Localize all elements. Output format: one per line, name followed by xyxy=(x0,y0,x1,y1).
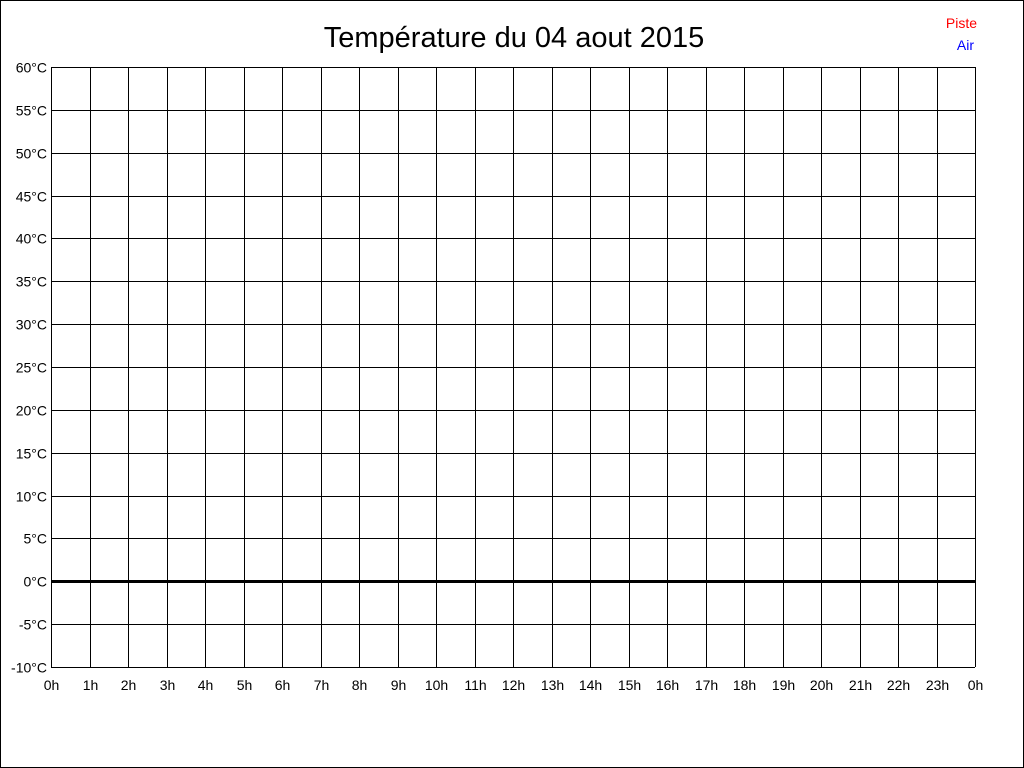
y-tick-label: 10°C xyxy=(16,489,47,505)
y-tick-label: -5°C xyxy=(19,617,47,633)
y-tick-label: 0°C xyxy=(24,574,48,590)
x-tick-label: 0h xyxy=(968,677,984,693)
x-tick-label: 1h xyxy=(83,677,99,693)
y-tick-label: 40°C xyxy=(16,231,47,247)
y-tick-label: 30°C xyxy=(16,317,47,333)
x-tick-label: 16h xyxy=(656,677,679,693)
x-tick-label: 21h xyxy=(849,677,872,693)
x-tick-label: 11h xyxy=(464,677,486,693)
x-tick-label: 2h xyxy=(121,677,137,693)
y-axis-ticks: 60°C 55°C 50°C 45°C 40°C 35°C 30°C 25°C 20°C 15°C… xyxy=(11,60,47,676)
x-tick-label: 20h xyxy=(810,677,833,693)
y-tick-label: 45°C xyxy=(16,189,47,205)
y-tick-label: 60°C xyxy=(16,60,47,76)
x-tick-label: 19h xyxy=(772,677,795,693)
legend-piste: Piste xyxy=(946,15,977,31)
y-tick-label: 25°C xyxy=(16,360,47,376)
x-tick-label: 18h xyxy=(733,677,756,693)
x-tick-label: 10h xyxy=(425,677,448,693)
y-tick-label: 15°C xyxy=(16,446,47,462)
x-tick-label: 23h xyxy=(926,677,949,693)
x-tick-label: 5h xyxy=(237,677,253,693)
x-tick-label: 15h xyxy=(618,677,641,693)
y-tick-label: 55°C xyxy=(16,103,47,119)
x-tick-label: 8h xyxy=(352,677,368,693)
x-tick-label: 4h xyxy=(198,677,214,693)
y-tick-label: 5°C xyxy=(24,531,48,547)
y-tick-label: 35°C xyxy=(16,274,47,290)
y-tick-label: 20°C xyxy=(16,403,47,419)
x-tick-label: 9h xyxy=(391,677,407,693)
legend-air: Air xyxy=(957,37,974,53)
x-tick-label: 6h xyxy=(275,677,291,693)
x-tick-label: 14h xyxy=(579,677,602,693)
y-tick-label: 50°C xyxy=(16,146,47,162)
x-tick-label: 7h xyxy=(314,677,330,693)
x-axis-ticks: 0h 1h 2h 3h 4h 5h 6h 7h 8h 9h 10h 11h 12h 13h 14h 15h 16… xyxy=(44,677,984,693)
x-tick-label: 22h xyxy=(887,677,910,693)
x-tick-label: 0h xyxy=(44,677,60,693)
y-tick-label: -10°C xyxy=(11,660,47,676)
x-tick-label: 12h xyxy=(502,677,525,693)
x-tick-label: 17h xyxy=(695,677,718,693)
x-tick-label: 13h xyxy=(541,677,564,693)
chart-title: Température du 04 aout 2015 xyxy=(324,22,705,54)
x-tick-label: 3h xyxy=(160,677,176,693)
grid xyxy=(51,67,976,668)
